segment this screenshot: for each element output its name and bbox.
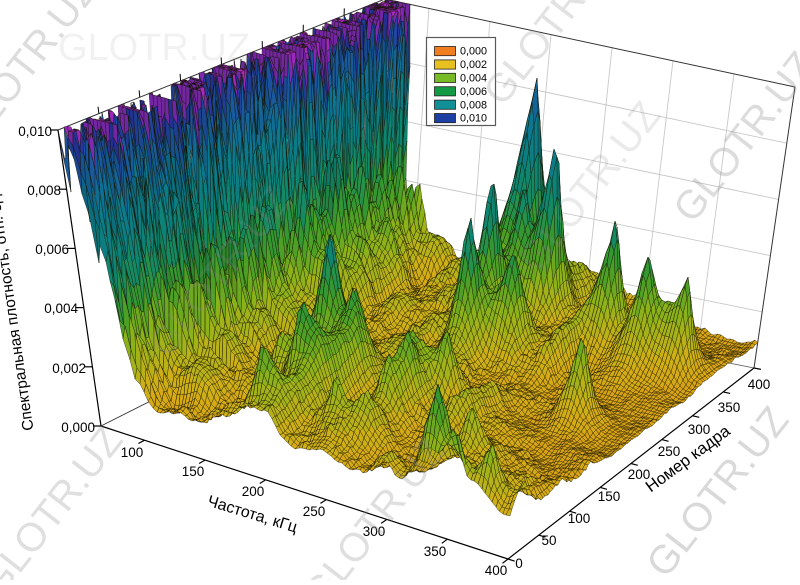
- svg-text:GLOTR.UZ: GLOTR.UZ: [58, 27, 250, 69]
- svg-text:0,002: 0,002: [52, 361, 86, 376]
- svg-text:250: 250: [303, 504, 326, 519]
- svg-text:0,006: 0,006: [35, 242, 69, 257]
- svg-text:0,000: 0,000: [460, 46, 487, 58]
- svg-text:400: 400: [485, 563, 508, 578]
- svg-text:0,010: 0,010: [18, 124, 52, 139]
- svg-text:350: 350: [718, 400, 741, 415]
- svg-text:150: 150: [598, 489, 621, 504]
- svg-text:200: 200: [242, 484, 265, 499]
- svg-text:0,004: 0,004: [44, 301, 78, 316]
- svg-text:0: 0: [515, 556, 523, 571]
- svg-text:0,010: 0,010: [460, 113, 487, 125]
- svg-text:0,008: 0,008: [460, 99, 487, 111]
- svg-text:0,008: 0,008: [27, 183, 61, 198]
- svg-text:400: 400: [748, 377, 771, 392]
- svg-text:150: 150: [182, 464, 205, 479]
- svg-text:50: 50: [541, 533, 556, 548]
- svg-text:0,002: 0,002: [460, 59, 487, 71]
- svg-text:100: 100: [568, 511, 591, 526]
- svg-text:350: 350: [424, 544, 447, 559]
